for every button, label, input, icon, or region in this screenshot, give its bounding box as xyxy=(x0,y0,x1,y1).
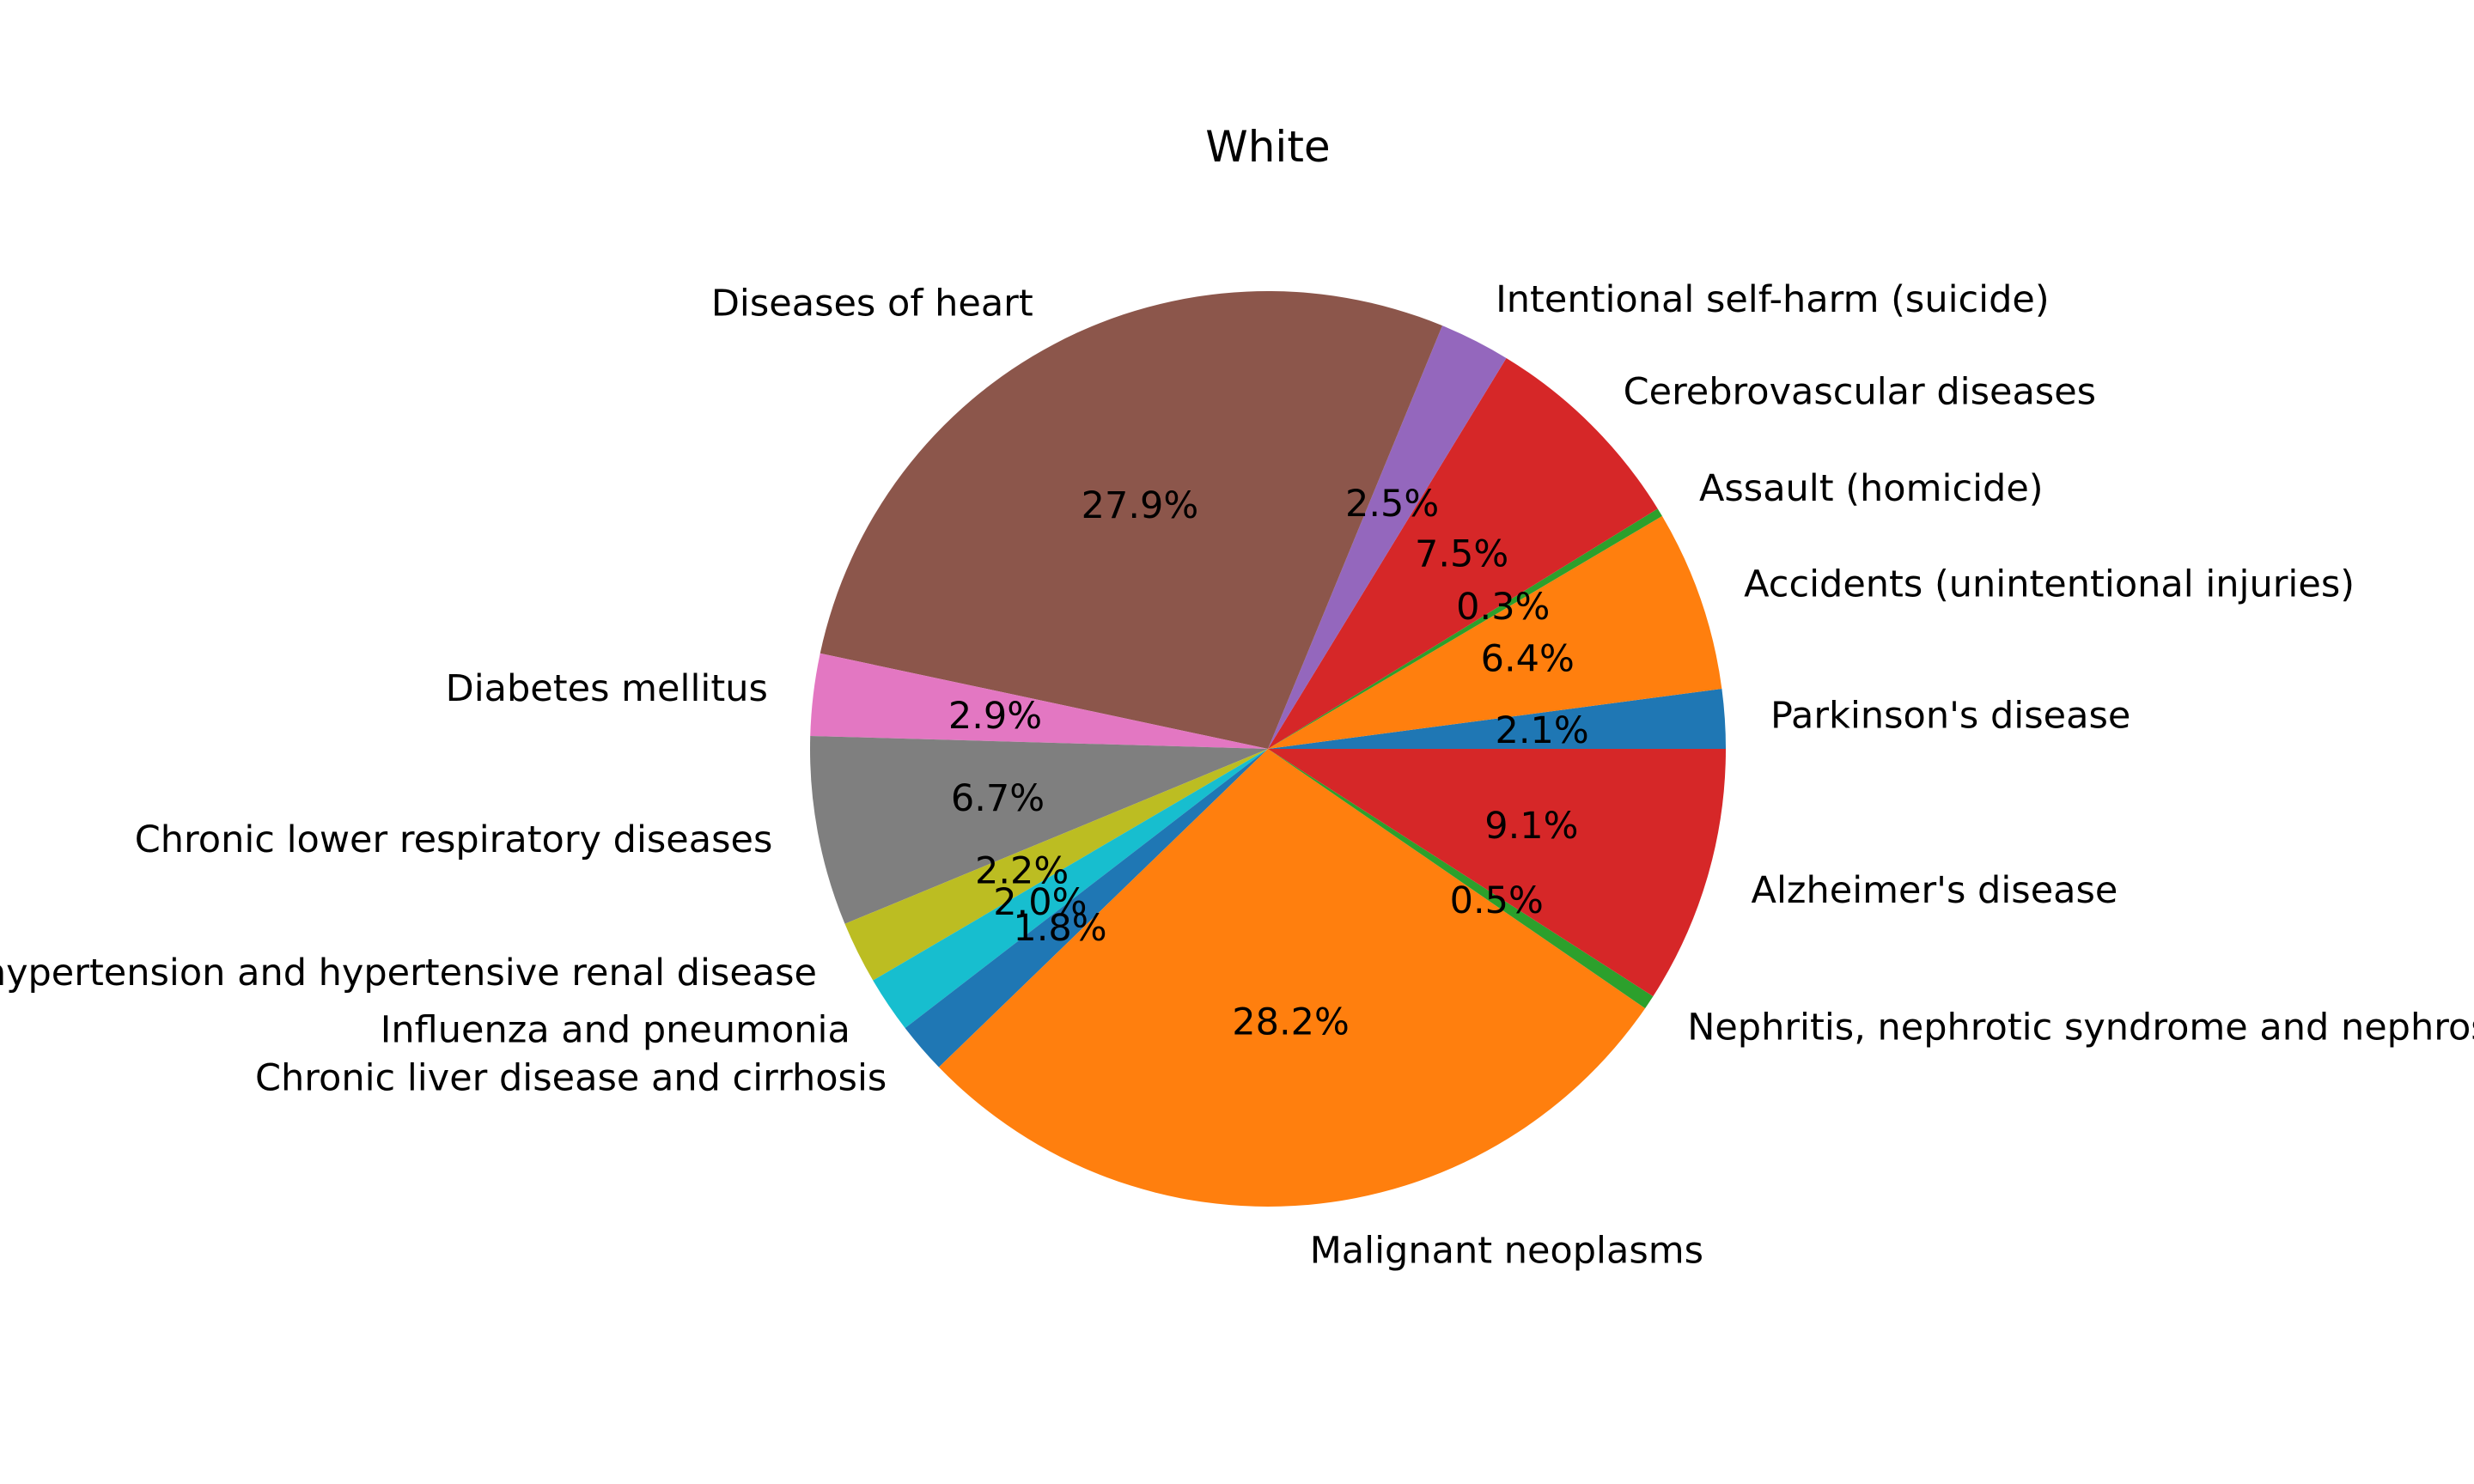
pie-slice-intentional-self-harm-suicide xyxy=(1268,325,1507,749)
pie-slice-cerebrovascular-diseases xyxy=(1268,357,1658,749)
pie-label-alzheimer-s-disease: Alzheimer's disease xyxy=(1752,869,2118,912)
pie-label-influenza-and-pneumonia: Influenza and pneumonia xyxy=(381,1009,850,1052)
pie-slice-chronic-liver-disease-and-cirrhosis xyxy=(905,749,1268,1067)
pie-slice-chronic-lower-respiratory-diseases xyxy=(809,735,1268,924)
pie-category-labels: Parkinson's disease Accidents (unintentio… xyxy=(0,278,2474,1272)
pie-percent-label-parkinson-s-disease: 2.1% xyxy=(1495,709,1588,752)
pie-slice-diseases-of-heart xyxy=(820,290,1442,749)
pie-percent-label-diabetes-mellitus: 2.9% xyxy=(948,695,1042,738)
pie-percent-label-alzheimer-s-disease: 9.1% xyxy=(1484,805,1578,848)
pie-label-cerebrovascular-diseases: Cerebrovascular diseases xyxy=(1624,370,2096,413)
pie-label-malignant-neoplasms: Malignant neoplasms xyxy=(1310,1229,1703,1272)
pie-label-essential-hypertension-and-hypertensive-renal-disease: Essential hypertension and hypertensive … xyxy=(0,952,817,994)
pie-slice-nephritis-nephrotic-syndrome-and-nephrosis xyxy=(1268,749,1654,1009)
pie-percent-label-essential-hypertension-and-hypertensive-renal-disease: 2.2% xyxy=(975,849,1069,892)
pie-slice-alzheimer-s-disease xyxy=(1268,749,1726,997)
pie-slice-accidents-unintentional-injuries xyxy=(1268,515,1722,749)
pie-label-accidents-unintentional-injuries: Accidents (unintentional injuries) xyxy=(1744,563,2355,606)
pie-percent-label-chronic-lower-respiratory-diseases: 6.7% xyxy=(951,777,1045,820)
pie-label-chronic-lower-respiratory-diseases: Chronic lower respiratory diseases xyxy=(135,818,773,861)
pie-label-assault-homicide: Assault (homicide) xyxy=(1699,467,2044,510)
pie-percent-label-nephritis-nephrotic-syndrome-and-nephrosis: 0.5% xyxy=(1450,879,1544,922)
pie-percent-label-accidents-unintentional-injuries: 6.4% xyxy=(1481,638,1575,681)
pie-percent-label-cerebrovascular-diseases: 7.5% xyxy=(1415,532,1508,575)
pie-label-diseases-of-heart: Diseases of heart xyxy=(711,282,1033,325)
pie-percent-label-diseases-of-heart: 27.9% xyxy=(1082,484,1199,527)
pie-slice-parkinson-s-disease xyxy=(1268,688,1726,749)
pie-slice-assault-homicide xyxy=(1268,508,1662,749)
pie-percent-label-malignant-neoplasms: 28.2% xyxy=(1232,1001,1350,1044)
pie-label-parkinson-s-disease: Parkinson's disease xyxy=(1770,694,2130,737)
pie-slice-essential-hypertension-and-hypertensive-renal-disease xyxy=(844,749,1268,981)
pie-slice-influenza-and-pneumonia xyxy=(873,749,1268,1029)
pie-label-intentional-self-harm-suicide: Intentional self-harm (suicide) xyxy=(1496,278,2050,321)
pie-label-nephritis-nephrotic-syndrome-and-nephrosis: Nephritis, nephrotic syndrome and nephro… xyxy=(1687,1007,2474,1049)
pie-slices xyxy=(809,290,1726,1207)
pie-label-diabetes-mellitus: Diabetes mellitus xyxy=(446,667,768,710)
pie-percent-labels: 2.1% 6.4% 0.3% 7.5% 2.5% 27.9% 2.9% 6.7% 2.2%2.0… xyxy=(948,483,1589,1044)
pie-label-chronic-liver-disease-and-cirrhosis: Chronic liver disease and cirrhosis xyxy=(255,1056,887,1099)
pie-slice-diabetes-mellitus xyxy=(810,653,1268,749)
pie-percent-label-chronic-liver-disease-and-cirrhosis: 1.8% xyxy=(1013,907,1106,950)
pie-slice-malignant-neoplasms xyxy=(938,749,1646,1207)
pie-percent-label-influenza-and-pneumonia: 2.0% xyxy=(993,881,1087,924)
pie-percent-label-assault-homicide: 0.3% xyxy=(1456,586,1550,629)
pie-percent-label-intentional-self-harm-suicide: 2.5% xyxy=(1345,483,1439,526)
chart-title: White xyxy=(1205,122,1330,172)
